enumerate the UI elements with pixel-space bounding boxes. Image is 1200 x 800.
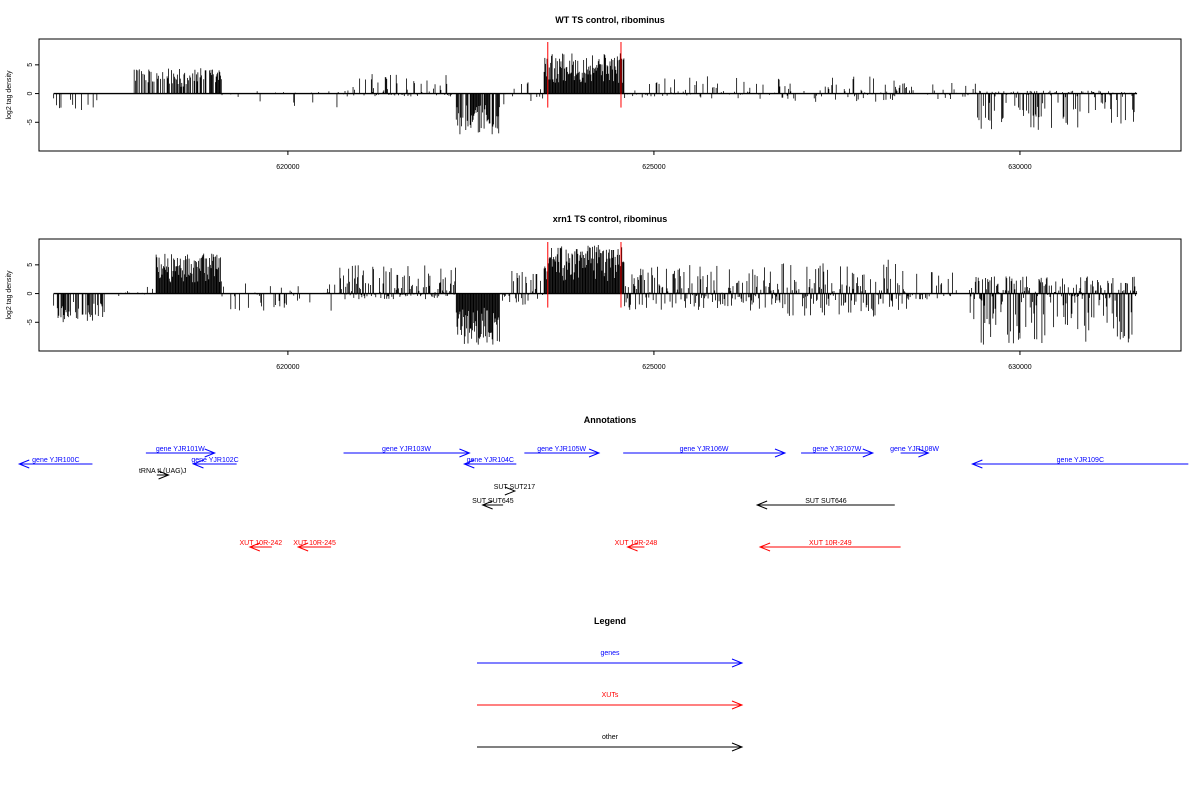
annotation-arrow-head xyxy=(588,448,601,458)
wt-x-tick-label: 630000 xyxy=(1008,164,1031,171)
wt-y-tick-label: 5 xyxy=(27,63,34,67)
annotation-arrow-head xyxy=(17,459,30,469)
annotation-label: gene YJR108W xyxy=(890,446,939,453)
annotation-label: gene YJR104C xyxy=(467,457,514,464)
annotation-arrow-head xyxy=(204,448,217,458)
annotation-arrow-head xyxy=(862,448,875,458)
annotation-label: tRNA tL(UAG)J xyxy=(139,468,186,475)
wt-plot-frame xyxy=(38,38,1182,152)
annotation-arrow-head xyxy=(462,459,475,469)
annotation-arrow-head xyxy=(971,459,983,469)
legend-title: Legend xyxy=(594,616,626,626)
annotation-arrow-head xyxy=(192,459,204,469)
xrn1-x-tick-label: 630000 xyxy=(1008,364,1031,371)
annotations-title: Annotations xyxy=(584,415,637,425)
annotation-label: XUT 10R-242 xyxy=(239,540,282,547)
annotation-arrow-head xyxy=(755,500,768,510)
annotation-arrow-head xyxy=(481,500,493,510)
annotation-arrow-head xyxy=(248,542,261,552)
xrn1-x-tick-label: 625000 xyxy=(642,364,665,371)
annotation-label: gene YJR103W xyxy=(382,446,431,453)
annotation-label: SUT SUT646 xyxy=(805,498,847,505)
annotation-label: SUT SUT645 xyxy=(472,498,514,505)
annotation-label: XUT 10R-249 xyxy=(809,540,852,547)
annotations-panel: Annotations gene YJR100C gene YJR101W gene… xyxy=(17,415,1189,552)
legend-arrow-head xyxy=(731,700,744,710)
wt-y-tick-label: -5 xyxy=(27,119,34,125)
annotation-arrow-head xyxy=(774,448,787,458)
annotation-label: gene YJR105W xyxy=(537,446,586,453)
annotation-label: XUT 10R-245 xyxy=(293,540,336,547)
xrn1-x-tick-label: 620000 xyxy=(276,364,299,371)
xrn1-plot-frame xyxy=(38,238,1182,352)
annotation-label: XUT 10R-248 xyxy=(615,540,658,547)
wt-x-tick-label: 620000 xyxy=(276,164,299,171)
annotation-arrow-head xyxy=(459,448,471,458)
legend-label: XUTs xyxy=(602,692,619,699)
xrn1-y-tick-label: 5 xyxy=(27,263,34,267)
annotation-arrow-head xyxy=(918,448,930,458)
xrn1-panel-title: xrn1 TS control, ribominus xyxy=(553,214,668,224)
legend-label: other xyxy=(602,734,619,741)
annotation-arrow-head xyxy=(504,486,517,496)
annotation-label: gene YJR109C xyxy=(1057,457,1104,464)
wt-y-tick-label: 0 xyxy=(27,92,34,96)
annotation-label: gene YJR100C xyxy=(32,457,79,464)
legend-label: genes xyxy=(600,650,620,657)
annotation-arrow-head xyxy=(758,542,771,552)
wt-x-tick-label: 625000 xyxy=(642,164,665,171)
annotation-label: gene YJR102C xyxy=(191,457,238,464)
xrn1-panel-y-axis-label: log2 tag density xyxy=(6,270,13,320)
legend-arrow-head xyxy=(731,742,744,752)
annotation-arrow-head xyxy=(626,542,638,552)
annotation-label: gene YJR106W xyxy=(680,446,729,453)
annotation-label: gene YJR107W xyxy=(812,446,861,453)
legend-arrow-head xyxy=(731,658,744,668)
annotation-arrow-head xyxy=(158,470,170,480)
wt-panel-y-axis-label: log2 tag density xyxy=(6,70,13,120)
wt-panel: WT TS control, ribominus log2 tag densit… xyxy=(6,15,1182,171)
legend-panel: Legend genes XUTs other xyxy=(477,616,744,752)
xrn1-y-tick-label: -5 xyxy=(27,319,34,325)
wt-panel-title: WT TS control, ribominus xyxy=(555,15,665,25)
annotation-label: gene YJR101W xyxy=(156,446,205,453)
annotation-label: SUT SUT217 xyxy=(494,484,536,491)
xrn1-panel: xrn1 TS control, ribominus log2 tag dens… xyxy=(6,214,1182,371)
xrn1-y-tick-label: 0 xyxy=(27,292,34,296)
annotation-arrow-head xyxy=(296,542,309,552)
